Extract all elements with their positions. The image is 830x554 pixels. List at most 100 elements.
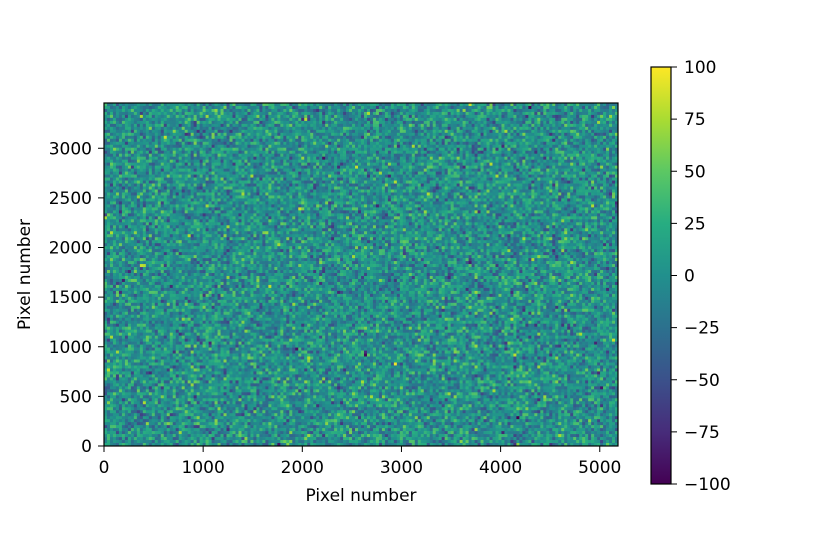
heatmap-cell [369,108,374,113]
heatmap-cell [393,129,398,134]
heatmap-cell [408,186,413,190]
heatmap-cell [405,153,410,158]
heatmap-cell [244,117,248,122]
heatmap-cell [181,120,186,125]
heatmap-cell [528,141,532,146]
heatmap-cell [268,105,272,110]
heatmap-cell [594,150,598,155]
heatmap-cell [591,153,595,158]
heatmap-cell [340,171,344,175]
heatmap-cell [133,186,138,190]
heatmap-cell [355,180,359,184]
heatmap-cell [543,105,547,110]
heatmap-cell [534,126,538,131]
heatmap-cell [501,180,505,184]
heatmap-cell [271,108,275,113]
heatmap-cell [343,105,347,110]
heatmap-cell [492,135,496,140]
heatmap-cell [313,138,317,143]
heatmap-cell [465,177,469,181]
heatmap-cell [522,156,526,161]
heatmap-cell [202,156,206,161]
heatmap-cell [603,144,607,149]
heatmap-cell [423,135,428,140]
heatmap-cell [127,150,132,155]
heatmap-cell [606,159,610,163]
heatmap-cell [423,144,428,149]
heatmap-cell [292,171,296,175]
heatmap-cell [199,150,203,155]
heatmap-cell [501,141,505,146]
heatmap-cell [238,165,242,169]
heatmap-cell [426,120,431,125]
heatmap-cell [513,141,517,146]
heatmap-cell [597,162,601,166]
heatmap-cell [313,111,317,116]
heatmap-cell [498,156,502,161]
heatmap-cell [582,165,586,169]
heatmap-cell [355,135,359,140]
heatmap-cell [358,165,362,169]
heatmap-cell [606,165,610,169]
heatmap-cell [289,150,293,155]
heatmap-cell [205,156,209,161]
heatmap-cell [151,129,156,134]
heatmap-cell [483,156,487,161]
heatmap-cell [603,123,607,128]
heatmap-cell [136,141,141,146]
heatmap-cell [591,177,595,181]
heatmap-cell [552,111,556,116]
heatmap-cell [106,150,111,155]
heatmap-cell [402,165,407,169]
heatmap-cell [334,180,338,184]
heatmap-cell [558,156,562,161]
heatmap-cell [447,129,451,134]
heatmap-cell [432,138,437,143]
heatmap-cell [268,156,272,161]
heatmap-cell [166,123,171,128]
heatmap-cell [304,135,308,140]
heatmap-cell [477,120,481,125]
heatmap-cell [130,147,135,152]
heatmap-cell [151,114,156,119]
heatmap-cell [390,117,395,122]
heatmap-cell [576,108,580,113]
heatmap-cell [202,144,206,149]
heatmap-cell [573,186,577,190]
heatmap-cell [358,126,362,131]
heatmap-cell [549,129,553,134]
heatmap-cell [289,135,293,140]
heatmap-cell [283,132,287,137]
heatmap-cell [495,180,499,184]
heatmap-cell [166,162,171,166]
heatmap-cell [468,186,472,190]
heatmap-cell [346,177,350,181]
heatmap-cell [462,138,466,143]
heatmap-cell [328,135,332,140]
heatmap-cell [429,180,434,184]
heatmap-cell [561,183,565,187]
heatmap-cell [414,147,419,152]
heatmap-cell [139,186,144,190]
heatmap-cell [340,159,344,163]
heatmap-cell [280,105,284,110]
heatmap-cell [160,177,165,181]
heatmap-cell [163,186,168,190]
heatmap-cell [579,174,583,178]
heatmap-cell [289,120,293,125]
heatmap-cell [426,159,431,163]
heatmap-cell [199,147,203,152]
heatmap-cell [247,162,251,166]
heatmap-cell [498,183,502,187]
heatmap-cell [244,156,248,161]
heatmap-cell [253,132,257,137]
heatmap-cell [534,183,538,187]
heatmap-cell [483,114,487,119]
heatmap-cell [489,103,493,107]
heatmap-cell [343,168,347,172]
heatmap-cell [247,153,251,158]
heatmap-cell [363,138,368,143]
heatmap-cell [615,114,619,119]
heatmap-cell [247,171,251,175]
heatmap-cell [310,132,314,137]
